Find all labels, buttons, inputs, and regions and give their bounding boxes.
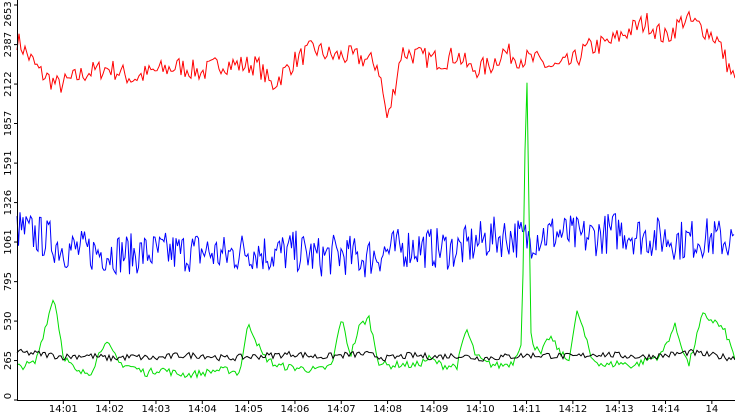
series-layer — [16, 10, 735, 380]
y-tick-label: 2122 — [3, 71, 14, 96]
x-tick-group: 14:01 14:02 14:03 14:04 14:05 14:06 14:07 14:08… — [49, 400, 718, 415]
x-tick-label: 14:07 — [327, 404, 356, 415]
y-tick-label: 530 — [3, 312, 14, 331]
y-tick-label: 0 — [3, 393, 14, 399]
x-tick-label: 14:06 — [281, 404, 310, 415]
x-tick-label: 14:11 — [512, 404, 541, 415]
series-line-2 — [16, 82, 735, 380]
x-tick-label: 14 — [705, 404, 718, 415]
y-tick-label: 2387 — [3, 32, 14, 57]
x-tick-label: 14:12 — [558, 404, 587, 415]
x-tick-label: 14:10 — [466, 404, 495, 415]
y-tick-label: 1061 — [3, 229, 14, 254]
x-tick-label: 14:03 — [142, 404, 171, 415]
x-tick-label: 14:14 — [651, 404, 680, 415]
series-line-0 — [16, 10, 735, 119]
series-line-1 — [16, 212, 735, 278]
y-tick-label: 1591 — [3, 150, 14, 175]
x-tick-label: 14:01 — [49, 404, 78, 415]
y-tick-label: 2653 — [3, 1, 14, 26]
series-line-3 — [16, 348, 735, 363]
y-tick-label: 265 — [3, 351, 14, 370]
x-tick-label: 14:04 — [188, 404, 217, 415]
x-tick-label: 14:02 — [95, 404, 124, 415]
y-tick-label: 1857 — [3, 111, 14, 136]
x-tick-label: 14:08 — [373, 404, 402, 415]
y-tick-label: 1326 — [3, 190, 14, 215]
y-tick-group: 0 265 530 795 1061 1326 1591 1857 2122 2387 2653 — [3, 1, 17, 401]
x-tick-label: 14:05 — [234, 404, 263, 415]
y-tick-label: 795 — [3, 272, 14, 291]
x-tick-label: 14:13 — [605, 404, 634, 415]
x-tick-label: 14:09 — [419, 404, 448, 415]
